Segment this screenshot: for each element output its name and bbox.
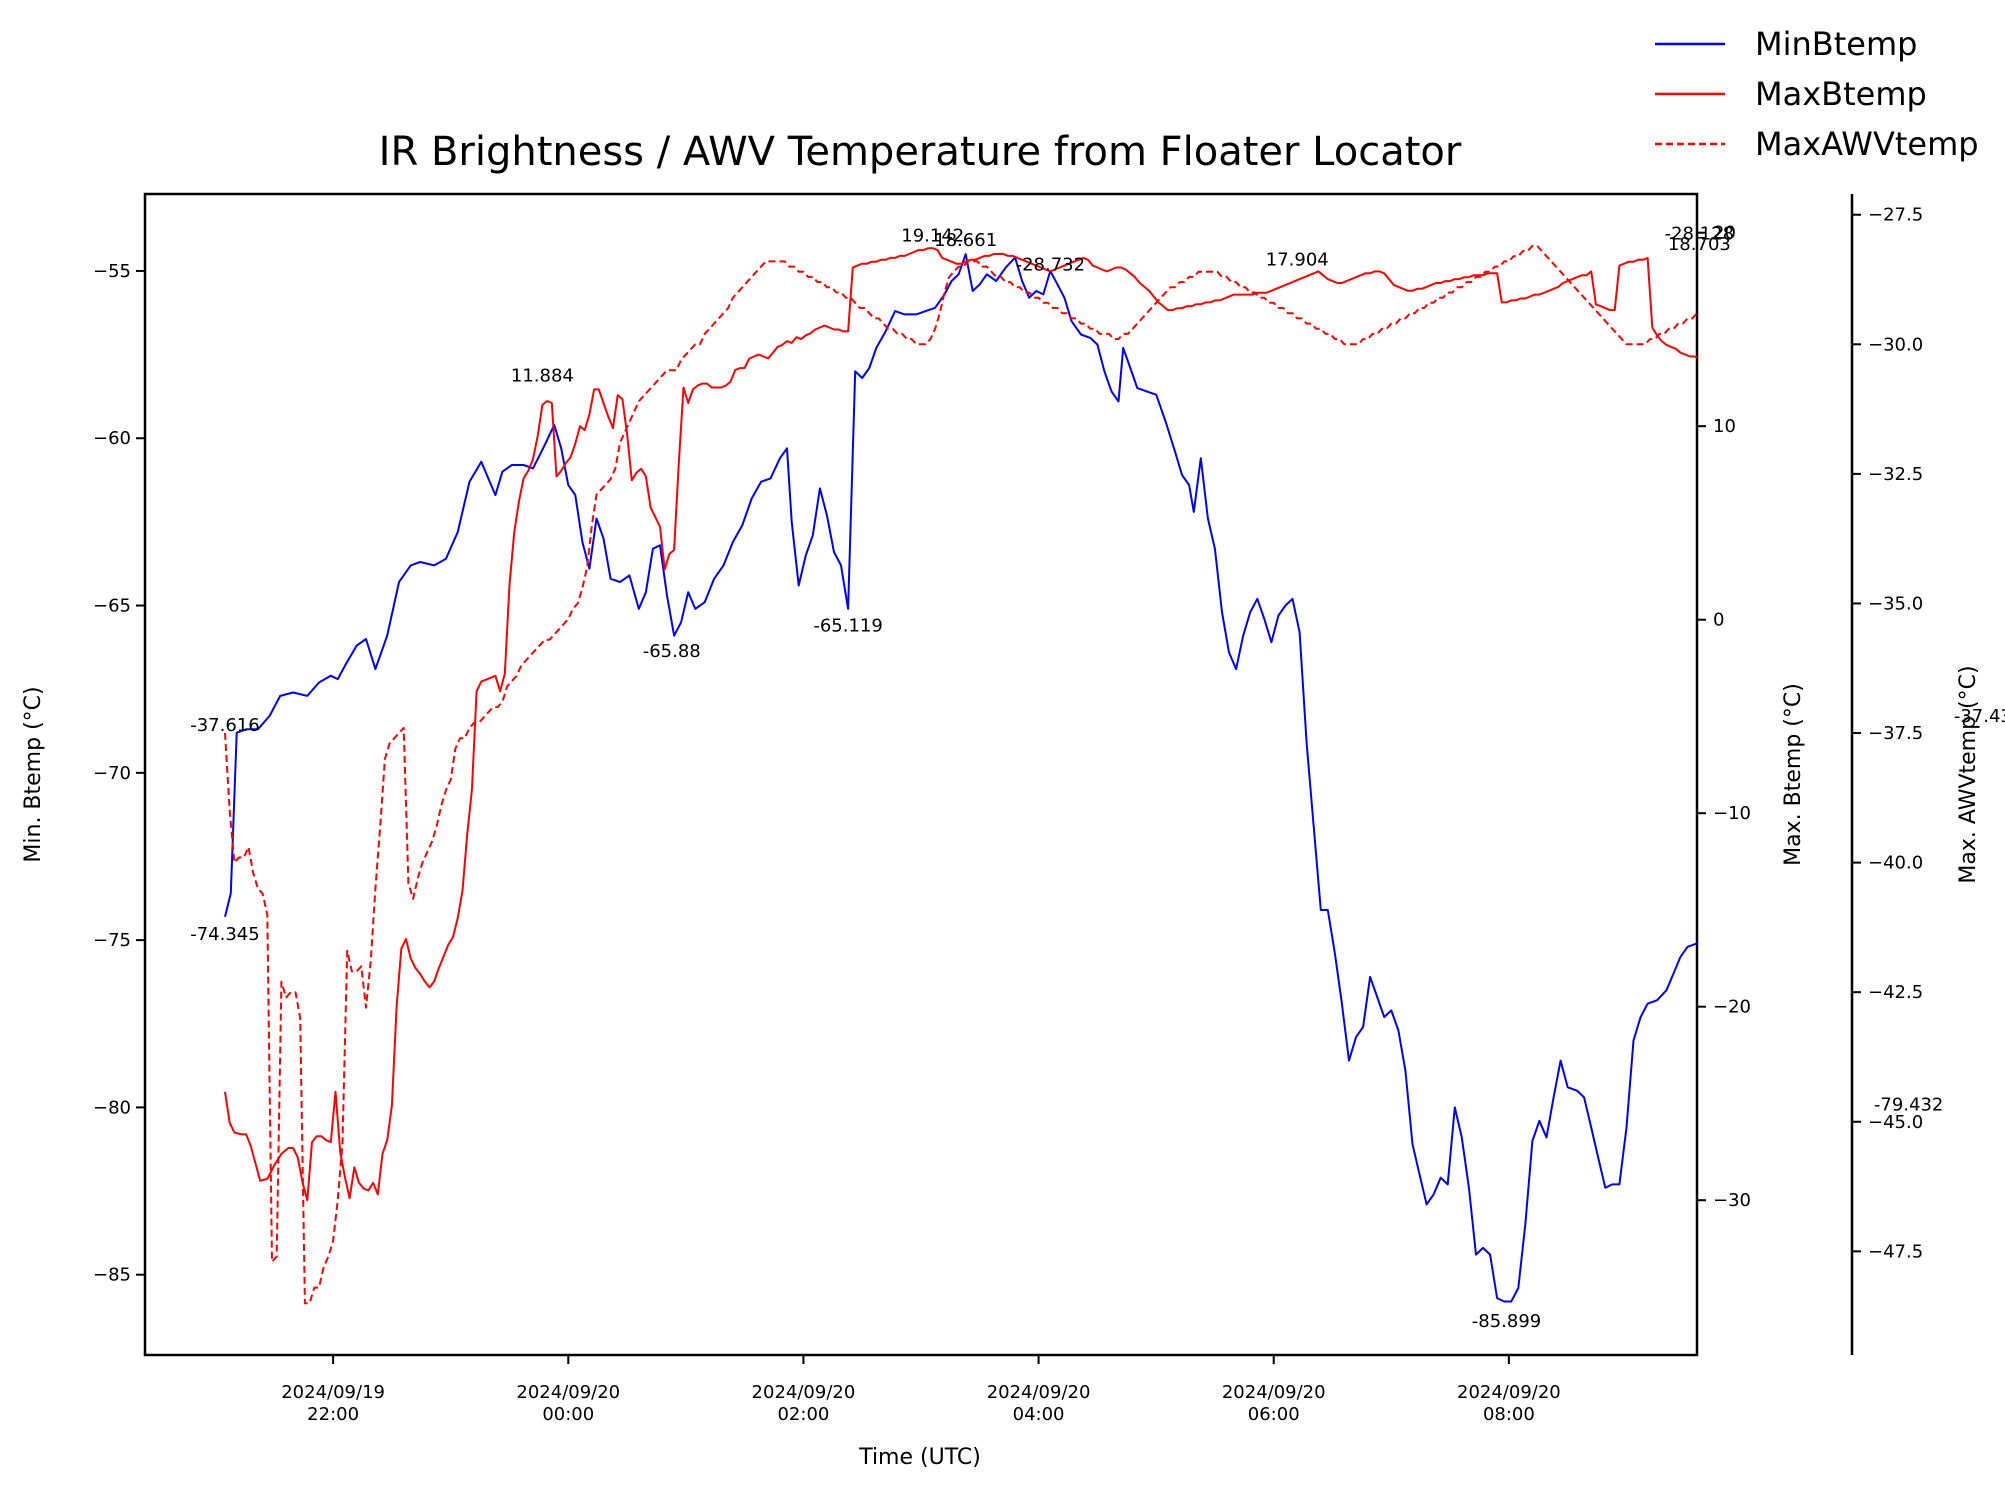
series-minbtemp-line: [224, 253, 1697, 1303]
x-tick-label: 08:00: [1483, 1404, 1535, 1425]
awv-tick-label: −42.5: [1868, 982, 1923, 1003]
x-axis-label: Time (UTC): [858, 1445, 981, 1470]
x-tick-label: 06:00: [1248, 1404, 1300, 1425]
x-tick-label: 2024/09/20: [1222, 1382, 1326, 1403]
series-maxbtemp-line: [224, 247, 1697, 1202]
data-label: -28.732: [1016, 255, 1085, 276]
data-label: 11.884: [511, 366, 574, 387]
x-tick-label: 2024/09/20: [516, 1382, 620, 1403]
series-maxawvtemp-line: [224, 244, 1697, 1305]
awv-tick-label: −40.0: [1868, 853, 1923, 874]
max-tick-label: −10: [1713, 803, 1751, 824]
x-tick-label: 04:00: [1013, 1404, 1065, 1425]
min-tick-label: −55: [93, 261, 131, 282]
min-tick-label: −80: [93, 1097, 131, 1118]
awv-tick-label: −37.5: [1868, 723, 1923, 744]
min-axis-label: Min. Btemp (°C): [21, 686, 46, 862]
legend-entry: MaxAWVtemp: [1755, 125, 1979, 163]
legend: MinBtemp MaxBtemp MaxAWVtemp: [1655, 25, 1979, 163]
max-tick-label: −30: [1713, 1190, 1751, 1211]
max-axis-label: Max. Btemp (°C): [1781, 683, 1806, 866]
max-tick-label: 20: [1713, 223, 1736, 244]
x-tick-label: 00:00: [542, 1404, 594, 1425]
x-tick-label: 22:00: [307, 1404, 359, 1425]
data-label: 18.661: [934, 230, 997, 251]
min-tick-label: −85: [93, 1265, 131, 1286]
x-tick-label: 02:00: [777, 1404, 829, 1425]
min-tick-label: −65: [93, 596, 131, 617]
data-label: -74.345: [190, 924, 259, 945]
max-tick-label: −20: [1713, 997, 1751, 1018]
max-tick-label: 0: [1713, 610, 1724, 631]
awv-tick-label: −27.5: [1868, 205, 1923, 226]
legend-entry: MinBtemp: [1755, 25, 1917, 63]
max-tick-label: 10: [1713, 416, 1736, 437]
x-tick-label: 2024/09/20: [752, 1382, 856, 1403]
data-label: -28.128: [1665, 223, 1734, 244]
awv-tick-label: −32.5: [1868, 464, 1923, 485]
data-label: -37.437: [1954, 706, 2005, 727]
awv-tick-label: −35.0: [1868, 593, 1923, 614]
legend-entry: MaxBtemp: [1755, 75, 1927, 113]
data-label: -79.432: [1874, 1094, 1943, 1115]
min-tick-label: −75: [93, 930, 131, 951]
min-tick-label: −60: [93, 428, 131, 449]
awv-tick-label: −30.0: [1868, 334, 1923, 355]
plot-frame: [143, 192, 1699, 1357]
x-tick-label: 2024/09/20: [987, 1382, 1091, 1403]
awv-tick-label: −47.5: [1868, 1241, 1923, 1262]
x-tick-label: 2024/09/19: [281, 1382, 385, 1403]
awv-tick-label: −45.0: [1868, 1112, 1923, 1133]
min-tick-label: −70: [93, 763, 131, 784]
chart-title: IR Brightness / AWV Temperature from Flo…: [379, 129, 1462, 175]
data-label: 19.142: [901, 225, 964, 246]
data-label: -37.616: [190, 715, 259, 736]
data-label: 17.904: [1266, 249, 1329, 270]
x-tick-label: 2024/09/20: [1457, 1382, 1561, 1403]
awv-axis-label: Max. AWVtemp (°C): [1956, 665, 1981, 883]
data-label: -65.119: [813, 616, 882, 637]
plot-area: [224, 244, 1697, 1305]
data-label: -65.88: [643, 641, 701, 662]
data-label: -85.899: [1472, 1311, 1541, 1332]
data-label: 18.703: [1668, 234, 1731, 255]
